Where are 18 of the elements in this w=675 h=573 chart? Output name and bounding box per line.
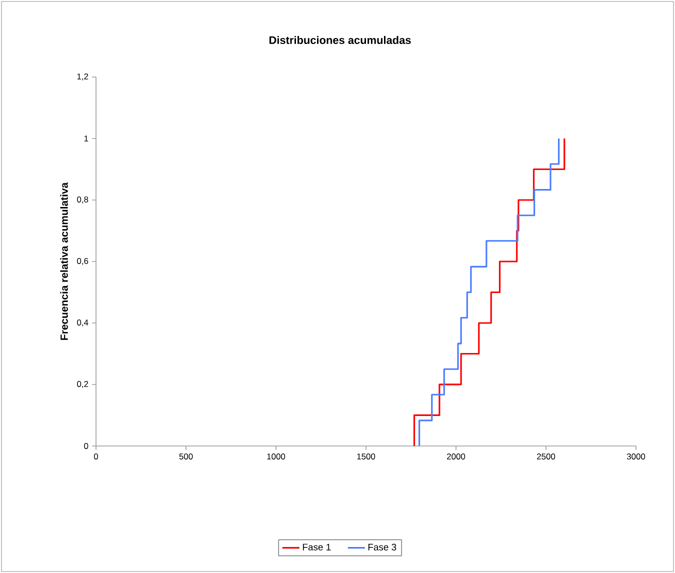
- y-tick-label: 0: [84, 442, 88, 449]
- y-axis-title: Frecuencia relativa acumulativa: [60, 182, 68, 340]
- y-tick-label: 0,6: [77, 258, 88, 265]
- x-tick-label: 1000: [267, 453, 286, 460]
- x-tick-label: 0: [94, 453, 98, 460]
- y-tick-label: 1: [84, 136, 88, 142]
- x-tick-label: 500: [179, 453, 193, 460]
- x-tick-label: 3000: [626, 453, 646, 460]
- x-tick-label: 2000: [447, 453, 466, 460]
- y-tick-label: 0,2: [77, 380, 88, 388]
- x-tick-label: 1500: [357, 453, 376, 460]
- y-tick-label: 0,4: [77, 319, 88, 326]
- y-tick-label: 1,2: [77, 73, 88, 80]
- legend-label: Fase 1: [302, 544, 331, 550]
- legend-label: Fase 3: [368, 544, 396, 550]
- chart-title: Distribuciones acumuladas: [269, 36, 411, 44]
- x-tick-label: 2500: [537, 453, 556, 460]
- y-tick-label: 0,8: [77, 196, 88, 204]
